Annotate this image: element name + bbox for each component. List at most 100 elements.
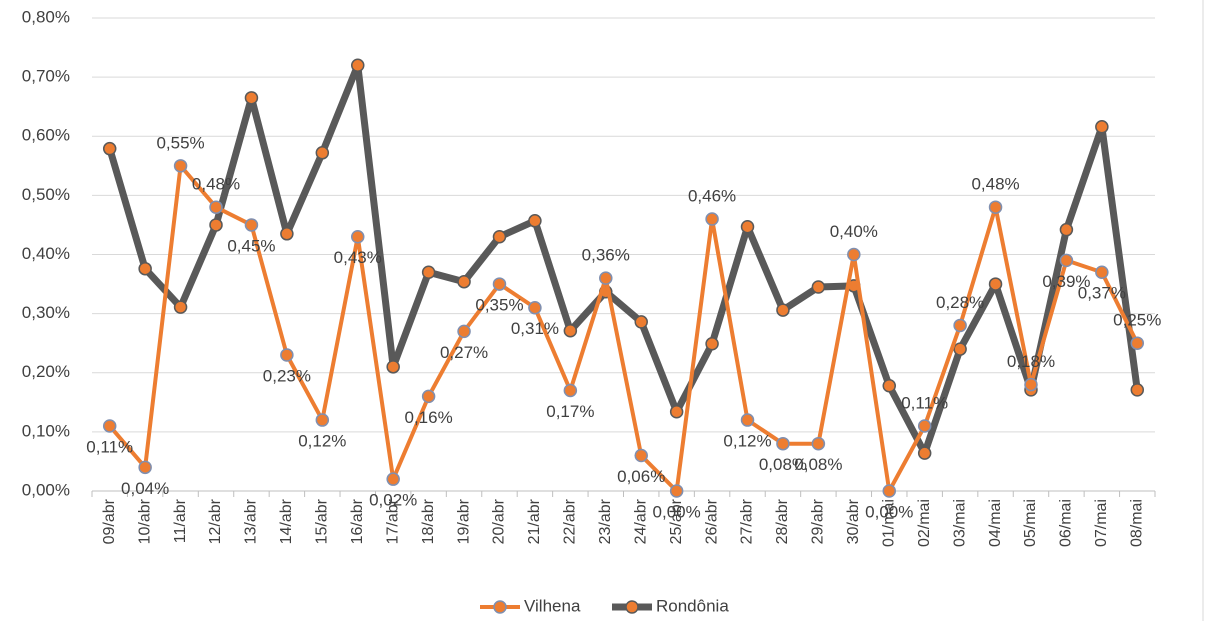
point-marker [138,460,152,475]
point-marker [953,318,967,333]
x-tick-label: 16/abr [349,498,366,544]
point-marker [705,337,719,351]
data-label: 0,25% [1113,311,1161,330]
data-label: 0,28% [936,293,984,312]
x-tick-label: 03/mai [951,499,968,547]
data-label: 0,46% [688,187,736,206]
data-label: 0,00% [865,502,913,521]
legend-label: Rondônia [656,596,729,615]
x-tick-label: 15/abr [314,498,331,544]
point-marker [634,448,648,463]
point-marker [351,58,365,73]
x-tick-label: 09/abr [101,498,118,544]
point-marker [244,218,259,232]
series-line [108,163,1140,493]
data-label: 0,06% [617,467,665,486]
point-marker [1059,253,1074,268]
point-marker [386,472,400,486]
y-tick-label: 0,00% [22,480,70,499]
x-tick-label: 27/abr [739,498,756,544]
y-tick-label: 0,60% [22,126,70,145]
x-tick-label: 26/abr [703,498,720,544]
data-label: 0,02% [369,491,417,510]
y-tick-label: 0,40% [22,244,70,263]
y-tick-label: 0,50% [22,185,70,204]
point-marker [1130,336,1145,350]
x-tick-label: 21/abr [526,498,543,544]
data-label: 0,11% [901,393,948,412]
point-marker [315,146,330,160]
point-marker [280,348,294,362]
point-marker [421,389,436,404]
data-label: 0,08% [794,455,842,474]
point-marker [209,218,223,232]
data-label: 0,08% [759,455,807,474]
point-marker [988,200,1003,214]
x-tick-label: 23/abr [597,498,614,544]
x-tick-label: 07/mai [1093,499,1110,547]
legend-marker [493,600,507,614]
x-tick-label: 05/mai [1022,499,1039,547]
point-marker [1059,222,1074,237]
data-label: 0,43% [334,248,382,267]
x-tick-label: 19/abr [455,498,472,544]
y-tick-label: 0,10% [22,421,70,440]
data-label: 0,40% [830,222,878,241]
x-tick-label: 17/abr [384,498,401,544]
x-tick-label: 18/abr [420,498,437,544]
point-marker [138,261,152,276]
point-marker [351,230,365,244]
data-label: 0,45% [227,236,275,255]
point-marker [528,214,542,228]
data-label: 0,23% [263,366,311,385]
data-label: 0,27% [440,343,488,362]
y-tick-label: 0,20% [22,362,70,381]
point-marker [882,484,896,498]
point-marker [315,413,330,427]
data-label: 0,12% [298,432,346,451]
point-marker [988,277,1003,291]
point-marker [457,274,471,289]
y-tick-label: 0,80% [22,7,70,26]
point-marker [811,436,826,451]
point-marker [1095,265,1109,279]
point-marker [1095,120,1109,134]
point-marker [244,91,259,105]
point-marker [917,419,932,433]
point-marker [740,219,755,234]
x-tick-label: 12/abr [207,498,224,544]
x-tick-label: 10/abr [136,498,153,544]
x-tick-label: 06/mai [1058,499,1075,547]
x-tick-label: 04/mai [987,499,1004,547]
x-tick-label: 28/abr [774,498,791,544]
point-marker [386,360,400,374]
point-marker [173,300,188,314]
point-marker [492,277,507,291]
x-tick-label: 24/abr [632,498,649,544]
legend-marker [625,600,639,614]
x-tick-label: 11/abr [172,498,189,543]
point-marker [669,405,684,419]
point-marker [528,300,542,315]
point-marker [421,265,436,279]
data-label: 0,48% [192,175,240,194]
data-label: 0,36% [582,246,630,265]
point-marker [740,413,755,427]
point-marker [811,280,826,294]
point-marker [776,303,790,317]
point-marker [1024,377,1038,392]
x-tick-label: 30/abr [845,498,862,544]
data-label: 0,04% [121,479,169,498]
data-label: 0,35% [475,296,523,315]
point-marker [102,141,117,156]
x-tick-label: 02/mai [916,499,933,547]
data-label: 0,11% [86,437,133,456]
x-tick-label: 20/abr [491,498,508,544]
point-marker [634,315,648,329]
point-marker [457,324,471,339]
point-marker [599,271,613,285]
point-marker [776,436,790,451]
point-marker [882,379,896,393]
x-tick-label: 22/abr [562,498,579,544]
